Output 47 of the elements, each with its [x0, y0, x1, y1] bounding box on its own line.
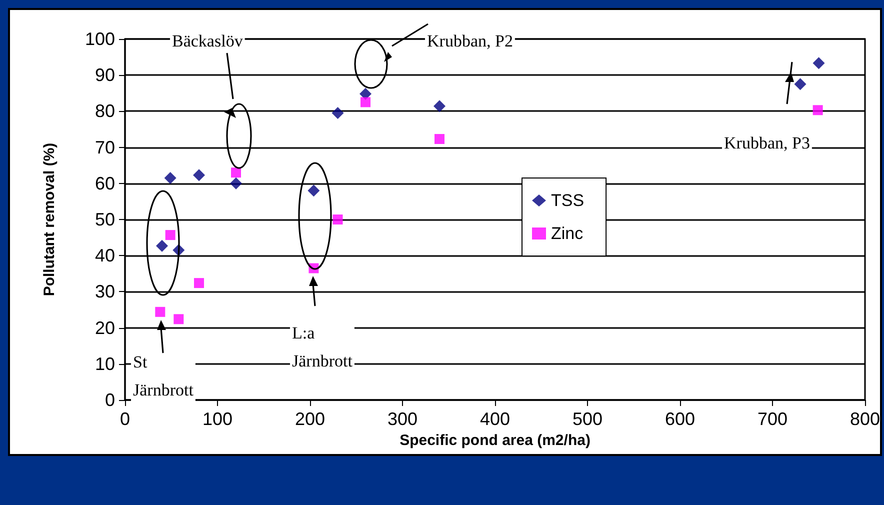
x-tick-label: 500 — [572, 409, 603, 429]
point — [194, 278, 204, 288]
point — [360, 97, 370, 108]
x-tick-label: 100 — [202, 409, 233, 429]
point — [332, 214, 343, 224]
annotation: Krubban, P3 — [724, 134, 810, 152]
x-tick-label: 600 — [664, 409, 696, 429]
x-axis-title: Specific pond area (m2/ha) — [400, 432, 590, 449]
x-tick-label: 700 — [757, 409, 788, 429]
x-tick-label: 400 — [480, 409, 510, 429]
point — [174, 314, 184, 324]
legend-label: TSS — [551, 191, 584, 210]
y-tick-label: 0 — [104, 390, 115, 410]
point — [193, 169, 205, 182]
annotation: Bäckaslöv — [172, 32, 244, 50]
annotation: Krubban, P2 — [427, 32, 513, 50]
y-tick-label: 70 — [94, 137, 115, 158]
point — [812, 57, 825, 70]
point — [812, 105, 823, 116]
point — [231, 168, 241, 178]
y-tick-label: 20 — [94, 318, 115, 338]
y-tick-label: 60 — [94, 173, 115, 194]
legend-label: Zinc — [551, 224, 584, 243]
y-tick-label: 90 — [94, 65, 115, 86]
y-tick-label: 80 — [94, 101, 115, 122]
point — [156, 240, 168, 252]
point — [434, 134, 444, 144]
point — [230, 177, 242, 190]
y-tick-label: 40 — [94, 246, 115, 266]
point — [434, 100, 446, 112]
annotation: St Järnbrott — [133, 352, 194, 400]
annotation: L:a Järnbrott — [292, 324, 353, 370]
y-tick-label: 10 — [94, 354, 115, 374]
y-axis-title: Pollutant removal (%) — [41, 142, 58, 296]
x-tick-label: 800 — [850, 409, 880, 429]
point — [794, 78, 806, 90]
y-tick-label: 100 — [84, 29, 115, 49]
point — [308, 184, 320, 197]
y-tick-label: 50 — [94, 210, 115, 230]
x-tick-label: 200 — [294, 409, 326, 429]
y-tick-label: 30 — [94, 282, 115, 302]
point — [164, 172, 176, 184]
point — [155, 306, 166, 317]
x-tick-label: 0 — [120, 409, 130, 429]
point — [165, 230, 176, 240]
x-tick-label: 300 — [387, 409, 418, 429]
point — [332, 107, 344, 120]
